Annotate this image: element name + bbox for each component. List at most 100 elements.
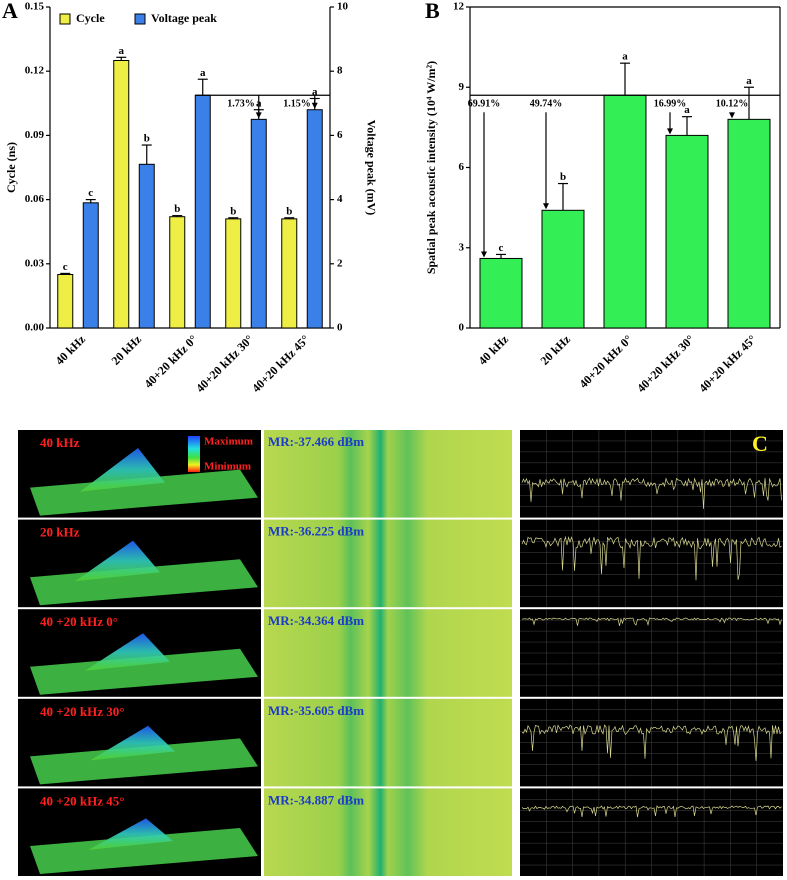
x-tick-label: 40+20 kHz 0° (576, 332, 635, 391)
spectrum-trace (521, 477, 782, 509)
mr-label: MR:-36.225 dBm (268, 524, 364, 539)
row-label: 40 +20 kHz 45° (40, 793, 124, 808)
y2-tick-label: 10 (337, 1, 349, 13)
legend-swatch (134, 13, 146, 25)
panel-c: 40 kHz MR:-37.466 dBm 20 kHz MR:-36.225 dBm… (18, 430, 783, 876)
significance-letter: c (63, 261, 68, 273)
spectrum-trace (521, 724, 782, 761)
arrow-head (481, 251, 487, 258)
significance-letter: b (560, 171, 566, 183)
bar (479, 257, 523, 329)
y2-axis-label: Voltage peak (mV) (364, 120, 378, 216)
legend-label: Voltage peak (151, 11, 217, 25)
surface-base (30, 559, 258, 606)
spectrogram (264, 519, 512, 608)
arrow-head (311, 102, 318, 109)
legend-label: Cycle (76, 11, 105, 25)
x-tick-label: 20 kHz (108, 332, 144, 368)
mr-label: MR:-34.364 dBm (268, 613, 364, 628)
y-tick-label: 12 (453, 1, 465, 13)
surface-peak (75, 540, 160, 582)
surface-base (30, 738, 258, 785)
annotation: 1.15% (283, 99, 311, 110)
bar (665, 134, 709, 329)
legend-swatch (59, 13, 71, 25)
surface-peak (85, 633, 170, 671)
bar (603, 94, 647, 329)
surface-peak (88, 818, 173, 850)
y-tick-label: 0.09 (25, 129, 45, 141)
bar (169, 216, 186, 329)
bar (82, 202, 99, 329)
panel-label: C (752, 431, 768, 456)
row-label: 40 +20 kHz 0° (40, 614, 118, 629)
bar (225, 218, 242, 329)
significance-letter: a (312, 86, 318, 98)
y2-tick-label: 2 (337, 257, 343, 269)
surface-base (30, 469, 258, 516)
spectrogram (264, 698, 512, 787)
surface-base (30, 648, 258, 695)
spectrum-trace (521, 617, 782, 627)
y-tick-label: 0.03 (25, 257, 45, 269)
significance-letter: a (622, 51, 628, 63)
significance-letter: a (746, 75, 752, 87)
y2-tick-label: 4 (337, 193, 343, 205)
spectrum-trace (521, 535, 782, 581)
panel-label: B (425, 0, 440, 23)
panel-label: A (2, 0, 18, 23)
spectrogram (264, 788, 512, 876)
surface-base (30, 828, 258, 874)
y2-tick-label: 6 (337, 129, 343, 141)
annotation: 16.99% (654, 99, 687, 110)
annotation: 69.91% (468, 99, 501, 110)
spectrogram (264, 430, 512, 518)
y-tick-label: 0 (459, 322, 465, 334)
surface-peak (90, 725, 175, 761)
significance-letter: a (119, 45, 125, 57)
y2-tick-label: 0 (337, 322, 343, 334)
row-label: 40 kHz (40, 435, 80, 450)
bar (727, 118, 771, 329)
color-scale (188, 436, 200, 472)
arrow-head (667, 128, 673, 135)
significance-letter: c (88, 187, 93, 199)
arrow-head (729, 112, 735, 119)
mr-label: MR:-37.466 dBm (268, 434, 364, 449)
x-tick-label: 40 kHz (475, 332, 511, 368)
y-tick-label: 9 (459, 81, 465, 93)
bar (194, 94, 211, 329)
spectrum-trace (521, 804, 782, 818)
x-tick-label: 20 kHz (537, 332, 573, 368)
y2-tick-label: 8 (337, 65, 343, 77)
scale-max: Maximum (204, 436, 253, 448)
mr-label: MR:-34.887 dBm (268, 792, 364, 807)
bar (281, 218, 298, 329)
annotation: 49.74% (530, 99, 563, 110)
significance-letter: b (230, 205, 236, 217)
y-tick-label: 0.12 (25, 65, 45, 77)
arrow-head (255, 112, 262, 119)
x-tick-label: 40+20 kHz 45° (249, 332, 312, 395)
significance-letter: b (286, 205, 292, 217)
y-tick-label: 6 (459, 161, 465, 173)
x-tick-label: 40+20 kHz 45° (696, 332, 759, 395)
y-tick-label: 0.15 (25, 1, 45, 13)
significance-letter: a (684, 104, 690, 116)
y-tick-label: 0.00 (25, 322, 45, 334)
arrow-head (543, 203, 549, 210)
mr-label: MR:-35.605 dBm (268, 703, 364, 718)
bar (57, 274, 74, 329)
bar (250, 118, 267, 329)
bar (113, 60, 130, 329)
x-tick-label: 40+20 kHz 30° (193, 332, 256, 395)
bar (138, 163, 155, 329)
y-axis-label: Spatial peak acoustic intensity (10⁴ W/m… (424, 61, 438, 274)
bar (541, 209, 585, 329)
significance-letter: b (174, 203, 180, 215)
significance-letter: a (200, 67, 206, 79)
y-tick-label: 0.06 (25, 193, 45, 205)
y-axis-label: Cycle (ns) (4, 142, 18, 193)
row-label: 20 kHz (40, 525, 80, 540)
